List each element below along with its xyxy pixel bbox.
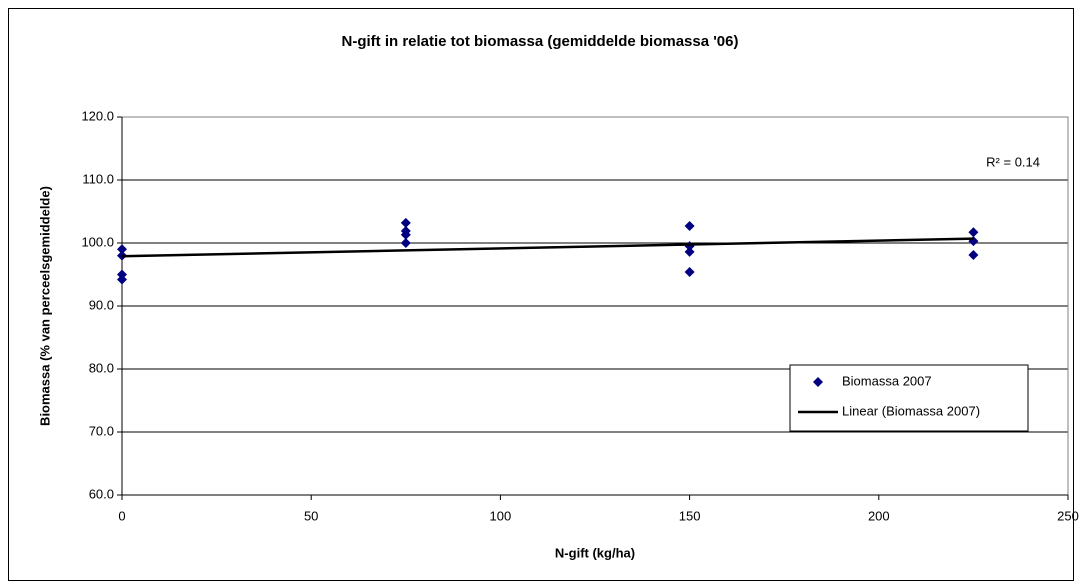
point bbox=[968, 249, 979, 260]
y-tick-label: 70.0 bbox=[89, 423, 114, 438]
point bbox=[968, 227, 979, 238]
y-tick-label: 60.0 bbox=[89, 486, 114, 501]
x-axis-label: N-gift (kg/ha) bbox=[555, 545, 635, 560]
point bbox=[400, 238, 411, 248]
x-tick-label: 250 bbox=[1057, 508, 1079, 523]
y-axis-label: Biomassa (% van perceelsgemiddelde) bbox=[37, 186, 52, 426]
x-tick-label: 100 bbox=[490, 508, 512, 523]
point bbox=[117, 244, 127, 255]
y-tick-label: 100.0 bbox=[81, 234, 114, 249]
legend-marker bbox=[813, 377, 823, 387]
point bbox=[400, 229, 411, 240]
y-tick-label: 110.0 bbox=[82, 171, 114, 186]
y-tick-label: 120.0 bbox=[81, 108, 114, 123]
x-tick-label: 0 bbox=[118, 508, 125, 523]
point bbox=[684, 266, 695, 277]
legend bbox=[789, 364, 1029, 432]
chart-frame bbox=[8, 8, 1074, 581]
point bbox=[400, 217, 411, 228]
annotation: R² = 0.14 bbox=[986, 154, 1040, 169]
trendline bbox=[121, 237, 974, 258]
y-tick-label: 90.0 bbox=[89, 297, 114, 312]
x-tick-label: 50 bbox=[304, 508, 318, 523]
point bbox=[117, 274, 127, 285]
x-tick-label: 150 bbox=[679, 508, 701, 523]
x-tick-label: 200 bbox=[868, 508, 890, 523]
point bbox=[684, 246, 695, 257]
legend-label: Biomassa 2007 bbox=[842, 373, 932, 388]
point bbox=[117, 269, 127, 280]
y-tick-label: 80.0 bbox=[89, 360, 114, 375]
chart-title: N-gift in relatie tot biomassa (gemiddel… bbox=[342, 33, 739, 50]
point bbox=[684, 220, 695, 231]
legend-label: Linear (Biomassa 2007) bbox=[842, 403, 980, 418]
